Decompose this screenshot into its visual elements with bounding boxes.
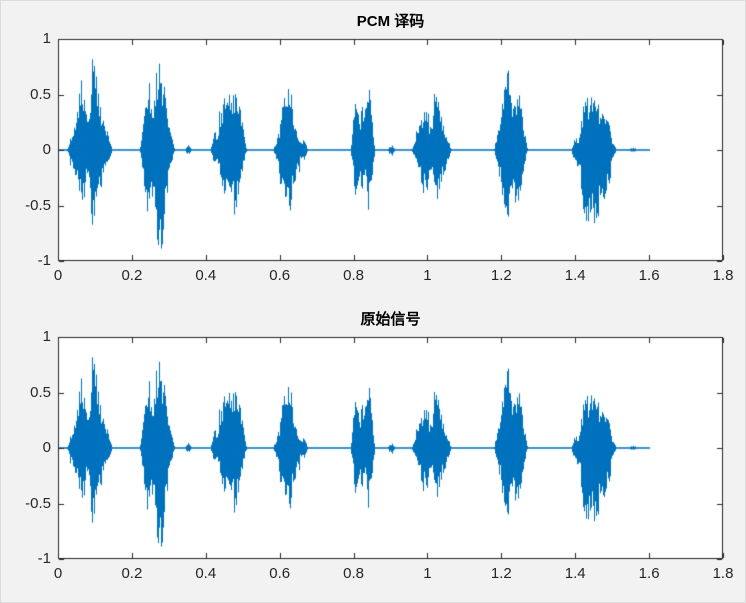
x-tick-label: 1.4 xyxy=(564,267,586,284)
x-tick-label: 0.4 xyxy=(195,565,217,582)
y-tick-label: 1 xyxy=(42,30,51,47)
x-tick-label: 0 xyxy=(53,565,63,582)
chart-title: 原始信号 xyxy=(360,311,421,328)
waveform-plot-canvas xyxy=(1,299,745,599)
y-tick-label: -1 xyxy=(37,252,51,269)
x-tick-label: 1.6 xyxy=(638,565,660,582)
x-tick-label: 1.2 xyxy=(490,565,512,582)
x-tick-label: 0.6 xyxy=(269,267,291,284)
x-tick-label: 0 xyxy=(53,267,63,284)
y-tick-label: 0.5 xyxy=(30,85,51,103)
subplot-pcm-decoded: PCM 译码 0 0.2 0.4 0.6 0.8 1 1.2 1.4 1.6 1.8 -1 -0.5 0… xyxy=(1,1,745,301)
x-tick-label: 1 xyxy=(423,565,432,582)
x-tick-label: 1.2 xyxy=(490,267,512,284)
x-tick-label: 0.2 xyxy=(121,565,143,582)
y-tick-label: 0.5 xyxy=(30,383,51,401)
subplot-original-signal: 原始信号 0 0.2 0.4 0.6 0.8 1 1.2 1.4 1.6 1.8 -1 -0.5 0 0.… xyxy=(1,299,745,599)
y-tick-label: -1 xyxy=(37,550,51,567)
y-tick-label: 1 xyxy=(42,328,51,345)
x-tick-label: 0.4 xyxy=(195,267,217,284)
y-tick-label: 0 xyxy=(42,439,51,456)
x-tick-label: 1.8 xyxy=(712,267,734,284)
x-tick-label: 1 xyxy=(423,267,432,284)
x-tick-label: 0.2 xyxy=(121,267,143,284)
x-tick-label: 0.8 xyxy=(343,267,364,284)
waveform-plot-canvas xyxy=(1,1,745,301)
y-tick-label: -0.5 xyxy=(25,494,51,512)
x-tick-label: 0.6 xyxy=(269,565,291,582)
x-tick-label: 0.8 xyxy=(343,565,364,582)
chart-title: PCM 译码 xyxy=(356,13,425,30)
x-tick-label: 1.4 xyxy=(564,565,586,582)
x-tick-label: 1.6 xyxy=(638,267,660,284)
y-tick-label: -0.5 xyxy=(25,196,51,214)
x-tick-label: 1.8 xyxy=(712,565,734,582)
y-tick-label: 0 xyxy=(42,141,51,158)
